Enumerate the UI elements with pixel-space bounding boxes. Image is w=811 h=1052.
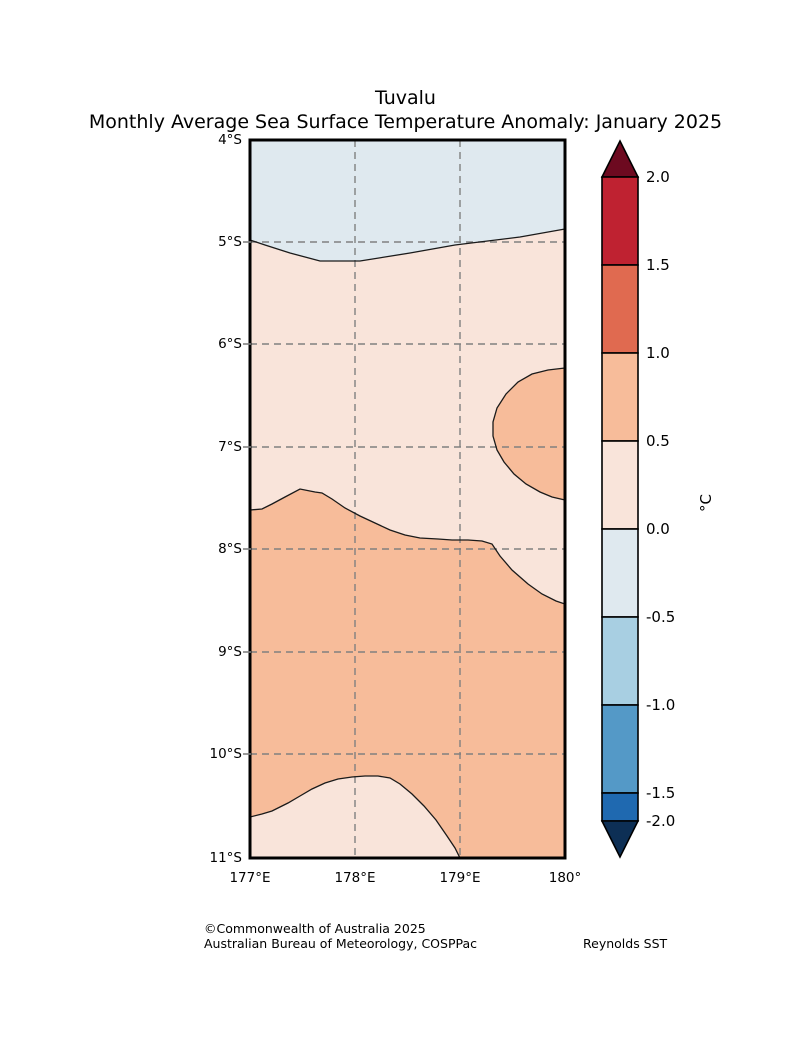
footer-copyright: ©Commonwealth of Australia 2025 [204, 921, 426, 936]
colorbar-label-2.0: 2.0 [646, 168, 670, 186]
axis-label-lon-179E: 179°E [439, 870, 481, 886]
colorbar-swatch-1.5-2.0 [601, 176, 639, 266]
axis-label-lat-11S: 11°S [209, 850, 243, 866]
axis-label-lon-178E: 178°E [334, 870, 376, 886]
colorbar-swatch-minus0.5-0.0 [601, 528, 639, 618]
colorbar-label-minus1.5: -1.5 [646, 784, 676, 802]
colorbar-unit-label: °C [697, 494, 715, 512]
colorbar-label-0.5: 0.5 [646, 432, 670, 450]
contour-line-0.5-southwest [250, 775, 461, 858]
plot-frame [248, 138, 567, 860]
colorbar-label-1.0: 1.0 [646, 344, 670, 362]
colorbar-swatch-minus1.0-minus0.5 [601, 616, 639, 706]
contour-line-0.5-east-blob [492, 367, 565, 501]
colorbar-swatch-minus2.0-minus1.5 [601, 792, 639, 822]
figure-title: Tuvalu Monthly Average Sea Surface Tempe… [0, 86, 811, 134]
axis-label-lat-4S: 4°S [218, 132, 242, 148]
colorbar-swatch-1.0-1.5 [601, 264, 639, 354]
contour-fill-group [250, 140, 565, 858]
colorbar [600, 139, 640, 859]
colorbar-extend-under [600, 820, 640, 859]
axis-label-lat-6S: 6°S [218, 336, 242, 352]
colorbar-swatch-0.0-0.5 [601, 440, 639, 530]
colorbar-swatch-minus1.5-minus1.0 [601, 704, 639, 794]
colorbar-label-minus0.5: -0.5 [646, 608, 676, 626]
axis-label-lat-8S: 8°S [218, 541, 242, 557]
title-subtitle: Monthly Average Sea Surface Temperature … [88, 111, 723, 133]
axis-label-lon-177E: 177°E [229, 870, 271, 886]
title-location: Tuvalu [375, 87, 436, 109]
contour-band-0.5-to-1-east-blob [493, 368, 565, 500]
axis-label-lat-5S: 5°S [218, 234, 242, 250]
colorbar-label-minus2.0: -2.0 [646, 812, 676, 830]
contour-band-0.5-to-1-south [250, 489, 565, 858]
contour-line-0.5-south [250, 488, 565, 605]
axis-label-lat-10S: 10°S [209, 746, 243, 762]
axis-ticks [243, 241, 251, 755]
contour-band-minus0.5-to-0 [250, 140, 565, 261]
colorbar-label-1.5: 1.5 [646, 256, 670, 274]
contour-line-0-north [250, 228, 565, 262]
footer-organisation: Australian Bureau of Meteorology, COSPPa… [204, 936, 477, 951]
axis-label-lon-180: 180° [548, 870, 582, 886]
footer-data-source: Reynolds SST [583, 936, 668, 951]
colorbar-label-0.0: 0.0 [646, 520, 670, 538]
colorbar-extend-over [600, 139, 640, 178]
colorbar-swatch-0.5-1.0 [601, 352, 639, 442]
axis-label-lat-7S: 7°S [218, 439, 242, 455]
axis-label-lat-9S: 9°S [218, 644, 242, 660]
gridlines [250, 140, 565, 858]
colorbar-label-minus1.0: -1.0 [646, 696, 676, 714]
contour-lines [250, 228, 565, 858]
